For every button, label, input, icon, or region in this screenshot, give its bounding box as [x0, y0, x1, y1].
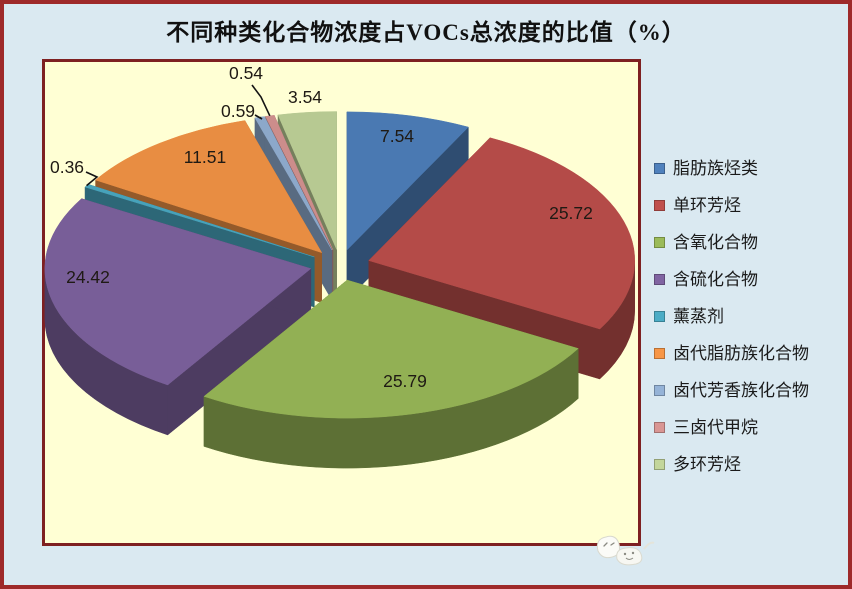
leader-line-7: [251, 84, 271, 117]
pie-value-label-6: 0.59: [221, 101, 255, 121]
legend-item-2: 含氧化合物: [654, 230, 809, 254]
legend-swatch-7: [654, 421, 665, 433]
legend-swatch-8: [654, 458, 665, 470]
legend-item-4: 薰蒸剂: [654, 304, 809, 328]
pie-value-label-7: 0.54: [229, 63, 263, 83]
pie-value-label-5: 11.51: [184, 147, 227, 167]
legend-item-7: 三卤代甲烷: [654, 415, 809, 439]
pie-value-label-8: 3.54: [288, 87, 322, 107]
legend-swatch-2: [654, 236, 665, 248]
legend-label-4: 薰蒸剂: [673, 306, 724, 326]
legend-item-5: 卤代脂肪族化合物: [654, 341, 809, 365]
legend-swatch-6: [654, 384, 665, 396]
legend: 脂肪族烃类单环芳烃含氧化合物含硫化合物薰蒸剂卤代脂肪族化合物 卤代芳香族化合物 三卤…: [654, 156, 809, 476]
pie-leader-lines: [85, 84, 271, 187]
pie-slice-3: [44, 198, 312, 436]
pie-value-label-1: 25.72: [549, 203, 593, 223]
pie-value-label-0: 7.54: [380, 126, 414, 146]
pie-slices: [44, 111, 635, 469]
legend-swatch-0: [654, 162, 665, 174]
legend-label-0: 脂肪族烃类: [673, 158, 758, 178]
pie-value-label-3: 24.42: [66, 267, 110, 287]
pie-value-label-2: 25.79: [383, 371, 427, 391]
legend-swatch-5: [654, 347, 665, 359]
legend-label-8: 多环芳烃: [673, 454, 741, 474]
legend-item-3: 含硫化合物: [654, 267, 809, 291]
legend-label-6: 卤代芳香族化合物: [673, 380, 809, 400]
legend-swatch-3: [654, 273, 665, 285]
legend-item-1: 单环芳烃: [654, 193, 809, 217]
legend-label-7: 三卤代甲烷: [673, 417, 758, 437]
pie-value-labels: 7.54 25.72 25.79 24.42 0.36 11.51 0.59 0.54 3.54: [50, 63, 593, 391]
legend-label-3: 含硫化合物: [673, 269, 758, 289]
leader-line-4: [85, 171, 99, 187]
watermark-clouds: [596, 535, 655, 566]
legend-label-1: 单环芳烃: [673, 195, 741, 215]
legend-swatch-1: [654, 199, 665, 211]
legend-item-0: 脂肪族烃类: [654, 156, 809, 180]
legend-item-6: 卤代芳香族化合物: [654, 378, 809, 402]
legend-swatch-4: [654, 310, 665, 322]
leader-line-6: [254, 114, 263, 120]
legend-label-5: 卤代脂肪族化合物: [673, 343, 809, 363]
chart-title: 不同种类化合物浓度占VOCs总浓度的比值（%）: [166, 20, 686, 45]
pie-value-label-4: 0.36: [50, 157, 84, 177]
pie-slice-2: [203, 279, 579, 469]
legend-label-2: 含氧化合物: [673, 232, 758, 252]
legend-item-8: 多环芳烃: [654, 452, 809, 476]
